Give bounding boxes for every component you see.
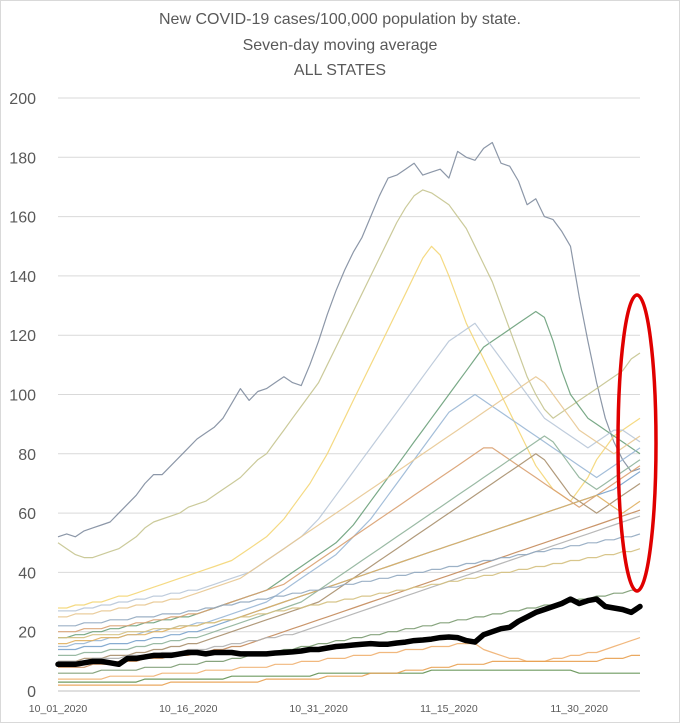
x-tick-label: 10_01_2020 [29,703,88,715]
x-tick-label: 11_15_2020 [420,703,478,715]
series-line-1 [57,141,641,538]
series-line-3 [58,245,641,609]
chart-title-line-1: New COVID-19 cases/100,000 population by… [159,11,521,28]
annotation-layer [616,293,658,593]
y-tick-label: 180 [9,150,36,167]
y-tick-label: 140 [9,269,36,286]
series-line-20 [58,654,640,686]
series-line-8 [58,376,641,618]
x-tick-label: 10_16_2020 [159,703,218,715]
chart-title: New COVID-19 cases/100,000 population by… [159,11,521,79]
chart-title-line-3: ALL STATES [294,62,386,79]
y-tick-label: 0 [27,684,36,701]
series-line-4 [58,310,641,639]
y-tick-label: 100 [9,388,36,405]
series-line-13 [58,509,641,668]
series-line-9 [58,453,641,663]
highlight-ellipse [616,293,658,593]
series-line-2 [57,189,641,559]
y-tick-label: 200 [9,91,36,108]
series-line-19 [58,669,640,683]
series-line-5 [58,322,641,612]
chart-title-line-2: Seven-day moving average [243,37,438,54]
x-axis-ticks: 10_01_2020 10_16_2020 10_31_2020 11_15_2020… [29,703,608,715]
y-tick-label: 20 [18,625,36,642]
series-line-7 [58,447,641,633]
average-line-layer [55,596,643,668]
y-tick-label: 120 [9,328,36,345]
series-line-12 [58,494,641,645]
y-tick-label: 80 [18,447,36,464]
average-line [55,596,643,668]
x-tick-label: 10_31_2020 [289,703,348,715]
series-line-16 [58,548,641,639]
series-lines [57,141,641,686]
y-tick-label: 60 [18,506,36,523]
y-axis-ticks: 0 20 40 60 80 100 120 140 160 180 200 [9,91,36,701]
y-tick-label: 40 [18,565,36,582]
y-tick-label: 160 [9,210,36,227]
series-line-17 [58,589,640,674]
series-line-15 [58,533,641,627]
x-tick-label: 11_30_2020 [550,703,608,715]
series-line-10 [58,435,641,657]
